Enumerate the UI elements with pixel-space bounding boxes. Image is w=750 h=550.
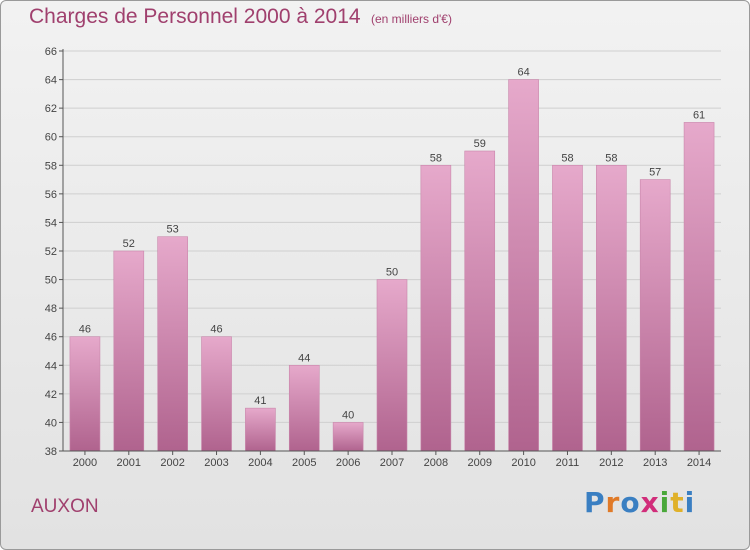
y-tick-label: 40 [45, 417, 57, 429]
y-tick-label: 58 [45, 160, 57, 172]
bar [464, 150, 496, 452]
bar [113, 250, 145, 452]
x-tick-label: 2011 [556, 457, 580, 469]
y-tick-label: 38 [45, 446, 57, 458]
x-tick-label: 2012 [599, 457, 623, 469]
bar-value-label: 58 [561, 152, 573, 164]
bar-value-label: 58 [430, 152, 442, 164]
y-tick-label: 42 [45, 389, 57, 401]
bar [639, 179, 671, 452]
bar-value-label: 41 [254, 395, 266, 407]
x-tick-label: 2013 [643, 457, 667, 469]
proxiti-logo[interactable]: Proxiti [584, 486, 695, 519]
y-tick-label: 62 [45, 103, 57, 115]
y-tick-label: 50 [45, 275, 57, 287]
y-tick-label: 56 [45, 189, 57, 201]
x-tick-label: 2004 [248, 457, 272, 469]
x-tick-label: 2000 [73, 457, 97, 469]
x-tick-label: 2005 [292, 457, 316, 469]
bar [69, 336, 101, 452]
x-tick-label: 2014 [687, 457, 711, 469]
commune-name: AUXON [31, 496, 99, 517]
x-tick-label: 2009 [467, 457, 491, 469]
bar [288, 364, 320, 452]
logo-letter: r [605, 486, 621, 519]
bar-value-label: 53 [167, 224, 179, 236]
bar-value-label: 40 [342, 409, 354, 421]
axes [59, 49, 721, 455]
bar-value-label: 59 [474, 138, 486, 150]
logo-letter: P [584, 486, 606, 519]
bar [376, 279, 408, 452]
y-tick-label: 46 [45, 332, 57, 344]
x-tick-label: 2007 [380, 457, 404, 469]
bar-value-label: 50 [386, 267, 398, 279]
bar [201, 336, 232, 452]
bar-value-label: 46 [79, 324, 91, 336]
logo-letter: x [640, 486, 660, 519]
logo-letter: t [670, 486, 685, 519]
bar [245, 407, 276, 452]
chart-title: Charges de Personnel 2000 à 2014 [29, 5, 361, 28]
logo-letter: i [659, 486, 671, 519]
bar [332, 422, 364, 452]
y-tick-label: 60 [45, 132, 57, 144]
bar [157, 236, 188, 452]
bar-value-label: 61 [693, 109, 705, 121]
x-tick-label: 2003 [204, 457, 228, 469]
y-tick-label: 54 [45, 217, 57, 229]
logo-letter: i [684, 486, 696, 519]
x-tick-label: 2002 [160, 457, 184, 469]
bar-value-label: 58 [605, 152, 617, 164]
bar-value-label: 44 [298, 352, 310, 364]
bar [552, 164, 583, 452]
x-tick-label: 2008 [424, 457, 448, 469]
labels: 38 40 42 44 46 48 50 52 54 56 58 60 62 64 66 46 2000 52 20… [45, 46, 712, 469]
x-tick-label: 2010 [511, 457, 535, 469]
bars [69, 79, 715, 452]
logo-letter: o [620, 486, 641, 519]
bar [508, 79, 539, 452]
bar-value-label: 57 [649, 167, 661, 179]
y-tick-label: 66 [45, 46, 57, 58]
bar-value-label: 46 [210, 324, 222, 336]
bar-value-label: 64 [517, 67, 529, 79]
y-tick-label: 48 [45, 303, 57, 315]
chart-subtitle: (en milliers d'€) [371, 12, 452, 26]
bar [683, 122, 715, 452]
x-tick-label: 2006 [336, 457, 360, 469]
y-tick-label: 44 [45, 360, 57, 372]
y-tick-label: 64 [45, 75, 57, 87]
bar [596, 164, 627, 452]
bar-value-label: 52 [123, 238, 135, 250]
y-tick-label: 52 [45, 246, 57, 258]
x-tick-label: 2001 [117, 457, 141, 469]
bar [420, 164, 452, 452]
